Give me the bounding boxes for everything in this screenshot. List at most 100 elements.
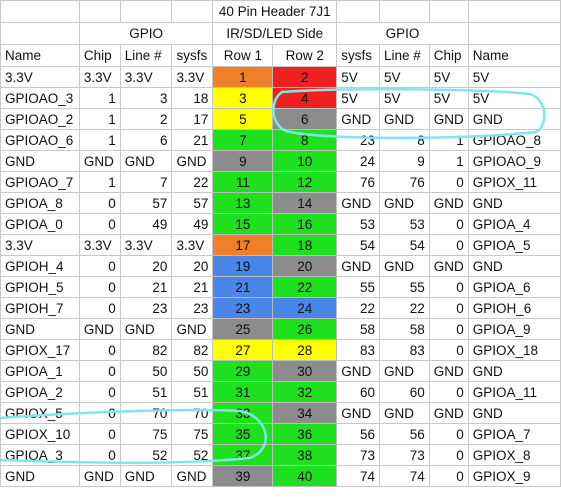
line-left-cell: 51: [119, 381, 173, 403]
sysfs-left-cell: 70: [171, 402, 214, 424]
chip-left-cell: 0: [78, 423, 121, 445]
line-left-cell: 21: [119, 276, 173, 298]
chip-left-cell: 0: [78, 444, 121, 466]
line-right-cell: GND: [379, 255, 430, 277]
name-right-cell: GND: [467, 402, 561, 424]
col-header-line-right: Line #: [379, 44, 430, 67]
sysfs-left-cell: 57: [171, 192, 214, 214]
right-gpio-header: GPIO: [336, 22, 469, 45]
left-gpio-header: GPIO: [78, 22, 214, 45]
sysfs-right-cell: 5V: [336, 66, 380, 88]
line-right-cell: 8: [379, 129, 430, 151]
pin-cell-row1: 5: [212, 108, 274, 130]
pin-cell-row2: 2: [272, 66, 338, 88]
pin-cell-row1: 33: [212, 402, 274, 424]
table-row: GPIOAO_2 1 2 17 5 6 GND GND GND GND: [0, 108, 561, 130]
sysfs-right-cell: GND: [336, 192, 380, 214]
pin-cell-row1: 17: [212, 234, 274, 256]
sysfs-left-cell: 18: [171, 87, 214, 109]
line-left-cell: 7: [119, 171, 173, 193]
table-row: GPIOA_8 0 57 57 13 14 GND GND GND GND: [0, 192, 561, 214]
name-left-cell: GND: [0, 318, 80, 340]
line-right-cell: 5V: [379, 87, 430, 109]
pin-cell-row1: 7: [212, 129, 274, 151]
col-header-row1: Row 1: [212, 44, 274, 67]
sysfs-left-cell: 21: [171, 276, 214, 298]
chip-right-cell: 5V: [428, 87, 469, 109]
chip-left-cell: GND: [78, 150, 121, 172]
pin-cell-row2: 36: [272, 423, 338, 445]
chip-left-cell: 0: [78, 297, 121, 319]
line-left-cell: 49: [119, 213, 173, 235]
chip-right-cell: GND: [428, 255, 469, 277]
pin-cell-row2: 26: [272, 318, 338, 340]
sysfs-left-cell: 49: [171, 213, 214, 235]
name-left-cell: GPIOX_5: [0, 402, 80, 424]
table-row: GPIOX_5 0 70 70 33 34 GND GND GND GND: [0, 402, 561, 424]
name-left-cell: GPIOA_8: [0, 192, 80, 214]
table-row: GPIOA_3 0 52 52 37 38 73 73 0 GPIOX_8: [0, 444, 561, 466]
chip-left-cell: 0: [78, 192, 121, 214]
chip-left-cell: 0: [78, 339, 121, 361]
chip-right-cell: 0: [428, 234, 469, 256]
pin-cell-row2: 8: [272, 129, 338, 151]
sysfs-right-cell: 55: [336, 276, 380, 298]
chip-right-cell: GND: [428, 108, 469, 130]
chip-right-cell: GND: [428, 192, 469, 214]
table-row: GPIOA_2 0 51 51 31 32 60 60 0 GPIOA_11: [0, 381, 561, 403]
name-left-cell: GND: [0, 150, 80, 172]
chip-right-cell: 0: [428, 276, 469, 298]
col-header-chip-right: Chip: [428, 44, 469, 67]
line-left-cell: GND: [119, 150, 173, 172]
table-row: GPIOH_7 0 23 23 23 24 22 22 0 GPIOH_6: [0, 297, 561, 319]
line-left-cell: 23: [119, 297, 173, 319]
pin-cell-row1: 1: [212, 66, 274, 88]
sysfs-right-cell: 54: [336, 234, 380, 256]
pin-cell-row2: 16: [272, 213, 338, 235]
pin-cell-row2: 22: [272, 276, 338, 298]
sysfs-left-cell: 82: [171, 339, 214, 361]
pin-cell-row2: 28: [272, 339, 338, 361]
chip-right-cell: 0: [428, 318, 469, 340]
name-right-cell: GPIOA_5: [467, 234, 561, 256]
name-left-cell: GPIOH_7: [0, 297, 80, 319]
table-row: GPIOH_4 0 20 20 19 20 GND GND GND GND: [0, 255, 561, 277]
name-left-cell: GPIOA_1: [0, 360, 80, 382]
chip-left-cell: GND: [78, 465, 121, 487]
name-left-cell: GPIOAO_7: [0, 171, 80, 193]
chip-right-cell: 1: [428, 129, 469, 151]
name-left-cell: GPIOX_17: [0, 339, 80, 361]
chip-left-cell: 0: [78, 213, 121, 235]
pin-cell-row2: 20: [272, 255, 338, 277]
chip-right-cell: 0: [428, 339, 469, 361]
name-right-cell: GPIOAO_9: [467, 150, 561, 172]
line-left-cell: 6: [119, 129, 173, 151]
line-right-cell: 55: [379, 276, 430, 298]
name-left-cell: GND: [0, 465, 80, 487]
sysfs-left-cell: GND: [171, 465, 214, 487]
pin-cell-row1: 27: [212, 339, 274, 361]
pin-cell-row1: 25: [212, 318, 274, 340]
sysfs-left-cell: 50: [171, 360, 214, 382]
line-left-cell: GND: [119, 465, 173, 487]
line-right-cell: GND: [379, 360, 430, 382]
chip-right-cell: GND: [428, 402, 469, 424]
name-right-cell: GND: [467, 255, 561, 277]
pin-cell-row1: 37: [212, 444, 274, 466]
line-right-cell: 76: [379, 171, 430, 193]
table-row: GPIOA_0 0 49 49 15 16 53 53 0 GPIOA_4: [0, 213, 561, 235]
name-right-cell: GND: [467, 108, 561, 130]
group-header-row: GPIO IR/SD/LED Side GPIO: [0, 22, 561, 45]
table-title: 40 Pin Header 7J1: [212, 0, 338, 23]
chip-right-cell: 0: [428, 171, 469, 193]
table-row: GND GND GND GND 9 10 24 9 1 GPIOAO_9: [0, 150, 561, 172]
pin-cell-row1: 39: [212, 465, 274, 487]
line-right-cell: 22: [379, 297, 430, 319]
sysfs-left-cell: 52: [171, 444, 214, 466]
name-left-cell: GPIOAO_6: [0, 129, 80, 151]
table-row: GPIOAO_7 1 7 22 11 12 76 76 0 GPIOX_11: [0, 171, 561, 193]
chip-right-cell: 0: [428, 381, 469, 403]
pin-cell-row2: 12: [272, 171, 338, 193]
line-right-cell: 60: [379, 381, 430, 403]
chip-left-cell: 1: [78, 129, 121, 151]
